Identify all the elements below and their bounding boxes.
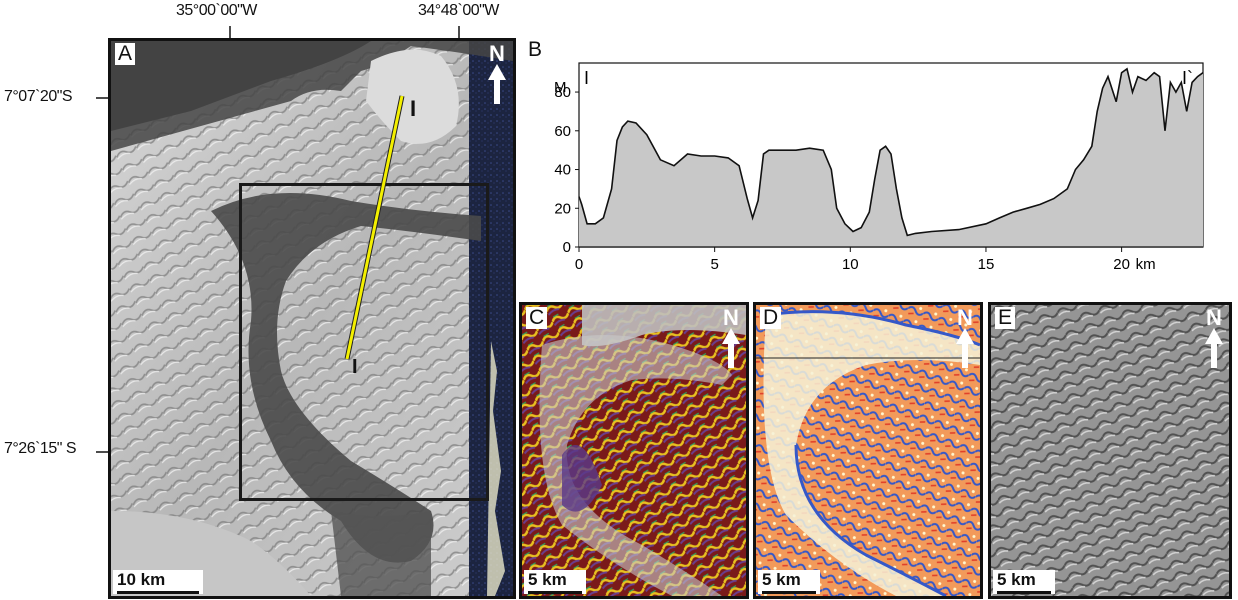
x-tick-label: 10	[842, 256, 859, 273]
latitude-bottom-label: 7°26`15" S	[4, 440, 77, 457]
scale-bar-label: 10 km	[117, 570, 166, 589]
panel-e-label: E	[995, 307, 1016, 329]
scale-bar-d: 5 km	[758, 570, 820, 594]
study-area-frame	[239, 183, 489, 501]
hillshade-image	[991, 305, 1229, 596]
color-slope-image	[522, 305, 746, 596]
x-tick-label: 5	[710, 256, 718, 273]
x-tick-label: 15	[978, 256, 995, 273]
profile-line	[344, 95, 405, 360]
panel-c-color-slope-map: C N 5 km	[519, 302, 749, 599]
north-label: N	[489, 41, 505, 66]
scale-bar-line	[997, 591, 1051, 594]
north-arrow-icon	[722, 328, 740, 368]
north-label: N	[1206, 305, 1222, 330]
elevation-line	[578, 67, 1204, 237]
panel-a-label: A	[115, 43, 136, 65]
y-tick-label: 40	[554, 162, 571, 179]
y-tick-label: 80	[554, 84, 571, 101]
scale-bar-line	[762, 591, 816, 594]
panel-c-label: C	[526, 307, 548, 329]
panel-a-relief-map: I I A N 10 km	[108, 38, 516, 599]
x-tick-label: 20	[1113, 256, 1130, 273]
profile-chart-svg: 0 5 10 15 20 km 0 20 40 60 80 I I` M	[554, 62, 1204, 273]
scale-bar-line	[528, 591, 582, 594]
scale-bar-label: 5 km	[997, 570, 1036, 589]
scale-bar-label: 5 km	[528, 570, 567, 589]
relief-map-image	[111, 41, 513, 596]
longitude-right-label: 34°48`00"W	[418, 2, 499, 19]
profile-start-label: I	[584, 68, 589, 88]
scale-bar-label: 5 km	[762, 570, 801, 589]
longitude-left-label: 35°00`00"W	[176, 2, 257, 19]
profile-end-label-a: I	[410, 96, 417, 121]
profile-end-label: I`	[1182, 68, 1193, 88]
latitude-top-label: 7°07`20"S	[4, 88, 73, 105]
panel-d-drainage-map: D N 5 km	[753, 302, 983, 599]
panel-e-hillshade-map: E N 5 km	[988, 302, 1232, 599]
north-arrow-icon	[488, 64, 506, 104]
north-arrow-d: N	[954, 305, 976, 373]
north-label: N	[723, 305, 739, 330]
north-arrow-icon	[956, 328, 974, 368]
panel-d-label: D	[760, 307, 782, 329]
y-tick-label: 60	[554, 123, 571, 140]
y-axis-unit-label: M	[554, 79, 567, 96]
profile-start-label-a: I	[352, 356, 358, 378]
north-arrow-e: N	[1203, 305, 1225, 373]
north-arrow-c: N	[720, 305, 742, 373]
scale-bar-e: 5 km	[993, 570, 1055, 594]
x-unit-label: km	[1136, 256, 1156, 273]
y-tick-label: 20	[554, 200, 571, 217]
y-tick-label: 0	[563, 239, 571, 256]
scale-bar-line	[117, 591, 199, 594]
scale-bar-a: 10 km	[113, 570, 203, 594]
north-arrow-a: N	[486, 41, 508, 109]
drainage-image	[756, 305, 980, 596]
x-tick-label: 0	[575, 256, 583, 273]
panel-b-elevation-profile: B 0 5 10 15 20 km 0 20 40 60 80 I I` M	[528, 38, 1228, 296]
north-label: N	[957, 305, 973, 330]
panel-b-label: B	[528, 38, 543, 61]
scale-bar-c: 5 km	[524, 570, 586, 594]
north-arrow-icon	[1205, 328, 1223, 368]
